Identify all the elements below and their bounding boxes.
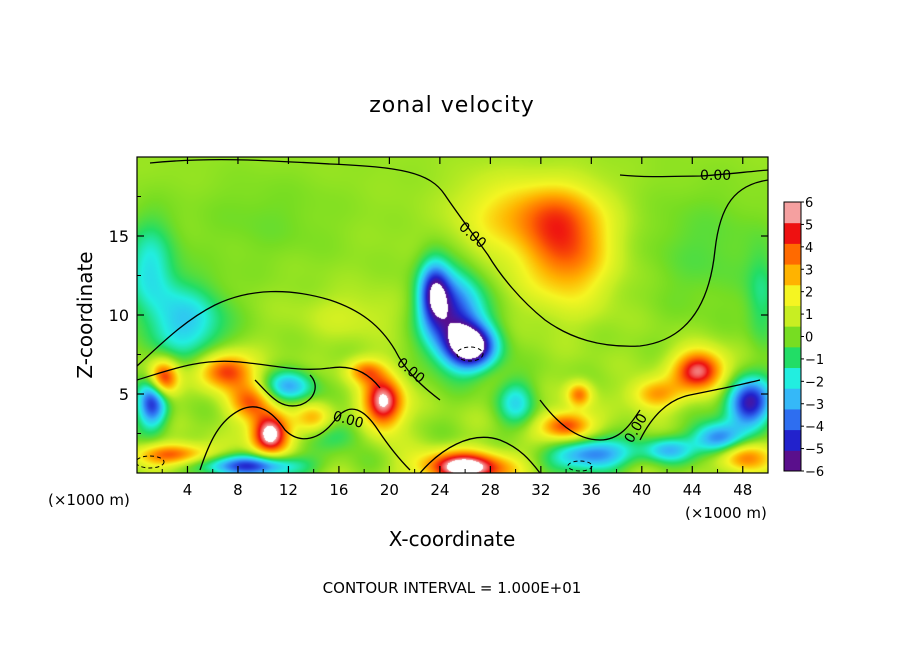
- x-tick-label: 36: [582, 481, 601, 499]
- x-tick-label: 44: [683, 481, 702, 499]
- contour-zero-right: [639, 379, 761, 441]
- y-axis: 5 10 15: [109, 196, 768, 434]
- contour-zero-top: [149, 158, 768, 347]
- x-tick-label: 48: [733, 481, 752, 499]
- y-tick-label: 5: [119, 385, 129, 404]
- colorbar-label: 2: [805, 286, 813, 301]
- contour-label: 0.00: [700, 168, 731, 184]
- contour-zero-left: [137, 360, 381, 389]
- contour-zero-bottom: [419, 436, 541, 473]
- colorbar-swatch: [784, 450, 801, 472]
- contour-lines: [137, 158, 768, 473]
- contour-interval-footer: CONTOUR INTERVAL = 1.000E+01: [323, 579, 582, 597]
- colorbar-swatch: [784, 408, 801, 431]
- y-tick-label: 15: [109, 227, 129, 246]
- x-tick-label: 20: [380, 481, 399, 499]
- x-tick-label: 32: [531, 481, 550, 499]
- colorbar-swatch: [784, 346, 801, 369]
- x-tick-label: 16: [329, 481, 348, 499]
- x-tick-label: 8: [233, 481, 243, 499]
- x-unit-left: (×1000 m): [48, 491, 130, 509]
- x-tick-label: 40: [632, 481, 651, 499]
- colorbar-swatch: [784, 284, 801, 306]
- heatmap-field: [137, 157, 768, 473]
- chart-title: zonal velocity: [369, 93, 535, 118]
- x-tick-label: 28: [481, 481, 500, 499]
- x-unit-right: (×1000 m): [685, 504, 767, 522]
- colorbar-swatch: [784, 388, 801, 410]
- colorbar-label: 3: [805, 263, 813, 278]
- x-axis-label: X-coordinate: [389, 527, 516, 551]
- colorbar-label: −5: [805, 443, 824, 458]
- x-axis: 4 8 12 16 20 24 28 32 36 40 44 48: [161, 157, 752, 499]
- colorbar-label: 5: [805, 218, 813, 233]
- colorbar-label: −2: [805, 375, 824, 390]
- colorbar-label: 4: [805, 241, 813, 256]
- contour-zero-inner: [254, 374, 316, 407]
- colorbar-swatch: [784, 367, 801, 389]
- colorbar-swatch: [784, 305, 801, 327]
- colorbar-swatch: [784, 429, 801, 451]
- contour-zero-mid: [137, 290, 441, 401]
- contour-dashed-center: [456, 346, 484, 362]
- colorbar: 6 5 4 3 2 1 0 −1 −2 −3 −4 −5 −6: [783, 196, 824, 480]
- contour-zero-low-right: [539, 399, 641, 441]
- y-tick-label: 10: [109, 306, 129, 325]
- x-tick-label: 12: [279, 481, 298, 499]
- colorbar-label: 6: [805, 196, 813, 211]
- colorbar-label: −6: [805, 465, 824, 480]
- colorbar-swatch: [784, 202, 801, 224]
- x-tick-label: 4: [183, 481, 193, 499]
- colorbar-label: −3: [805, 398, 824, 413]
- colorbar-swatch: [784, 326, 801, 348]
- colorbar-label: −1: [805, 353, 824, 368]
- colorbar-swatch: [784, 264, 801, 286]
- y-axis-label: Z-coordinate: [73, 251, 97, 378]
- colorbar-swatch: [784, 222, 801, 244]
- contour-dashed-bottom-right: [567, 460, 593, 472]
- x-tick-label: 24: [430, 481, 449, 499]
- colorbar-label: 0: [805, 331, 813, 346]
- colorbar-label: 1: [805, 308, 813, 323]
- contour-zero-lower: [199, 406, 411, 471]
- colorbar-label: −4: [805, 420, 824, 435]
- colorbar-swatch: [784, 243, 801, 265]
- contour-dashed-bottom-left: [137, 455, 165, 469]
- contour-label: 0.00: [331, 408, 365, 432]
- contour-zero-top-2: [619, 169, 768, 178]
